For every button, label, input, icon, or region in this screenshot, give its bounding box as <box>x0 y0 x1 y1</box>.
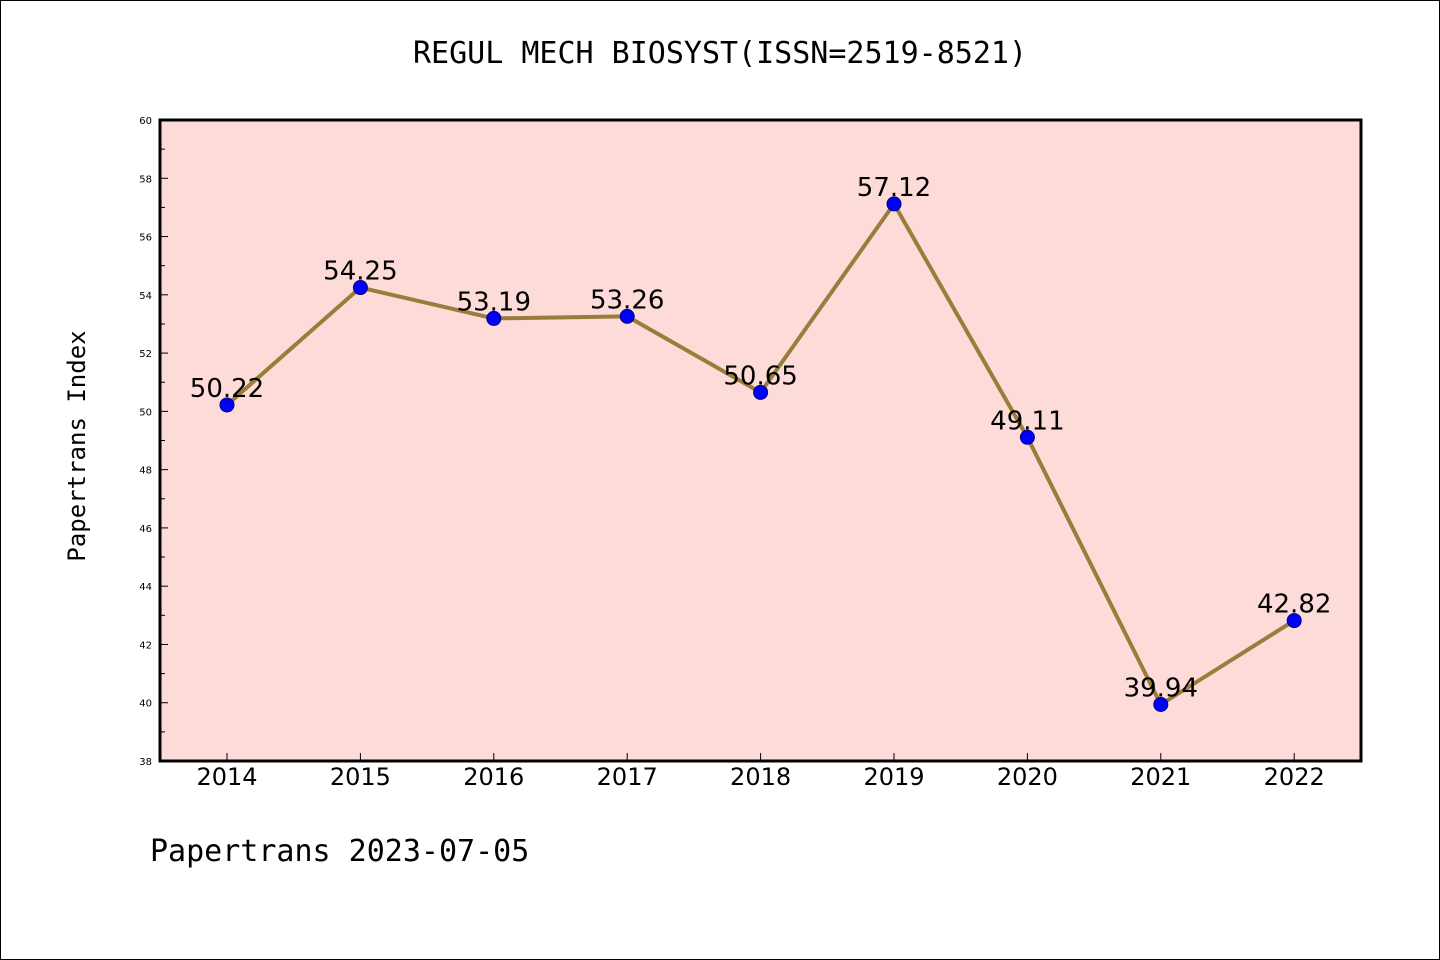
data-point <box>486 310 502 326</box>
chart-title: REGUL MECH BIOSYST(ISSN=2519-8521) <box>412 36 1028 71</box>
y-tick-label: 44 <box>139 582 152 593</box>
data-label: 49.11 <box>990 406 1064 436</box>
plot-border <box>158 118 1363 763</box>
data-label: 50.65 <box>723 361 797 391</box>
data-label: 50.22 <box>190 374 264 404</box>
x-tick-label: 2021 <box>1130 763 1191 791</box>
y-tick-label: 46 <box>139 524 152 535</box>
data-point <box>1153 696 1169 712</box>
y-tick-label: 54 <box>139 291 152 302</box>
x-tick-label: 2019 <box>863 763 924 791</box>
x-tick-label: 2016 <box>463 763 524 791</box>
y-tick-label: 40 <box>139 699 152 710</box>
data-point <box>1019 429 1035 445</box>
data-point <box>219 397 235 413</box>
plot-area <box>160 120 1361 761</box>
x-tick-label: 2020 <box>997 763 1058 791</box>
y-tick-label: 48 <box>139 466 152 477</box>
data-label: 53.19 <box>457 287 531 317</box>
x-tick-label: 2022 <box>1264 763 1325 791</box>
data-point <box>753 384 769 400</box>
data-point <box>619 308 635 324</box>
y-tick-label: 50 <box>139 407 152 418</box>
y-tick-label: 56 <box>139 233 152 244</box>
footer-text: Papertrans 2023-07-05 <box>150 834 530 869</box>
x-tick-label: 2017 <box>597 763 658 791</box>
y-tick-label: 38 <box>139 757 152 768</box>
data-labels: 50.22 54.25 53.19 53.26 50.65 57.12 49.11 39.94… <box>190 173 1332 704</box>
data-point <box>886 196 902 212</box>
y-tick-label: 52 <box>139 349 152 360</box>
data-markers <box>219 196 1302 712</box>
data-label: 57.12 <box>857 173 931 203</box>
y-tick-label: 58 <box>139 174 152 185</box>
y-tick-label: 60 <box>139 116 152 127</box>
data-point <box>352 280 368 296</box>
x-tick-label: 2018 <box>730 763 791 791</box>
x-tick-label: 2014 <box>196 763 257 791</box>
data-label: 42.82 <box>1257 590 1331 620</box>
y-tick-label: 42 <box>139 640 152 651</box>
data-point <box>1286 613 1302 629</box>
x-axis: 2014 2015 2016 2017 2018 2019 2020 2021 2022 <box>196 753 1325 791</box>
x-tick-label: 2015 <box>330 763 391 791</box>
data-label: 39.94 <box>1124 673 1198 703</box>
data-label: 54.25 <box>323 257 397 287</box>
data-label: 53.26 <box>590 285 664 315</box>
